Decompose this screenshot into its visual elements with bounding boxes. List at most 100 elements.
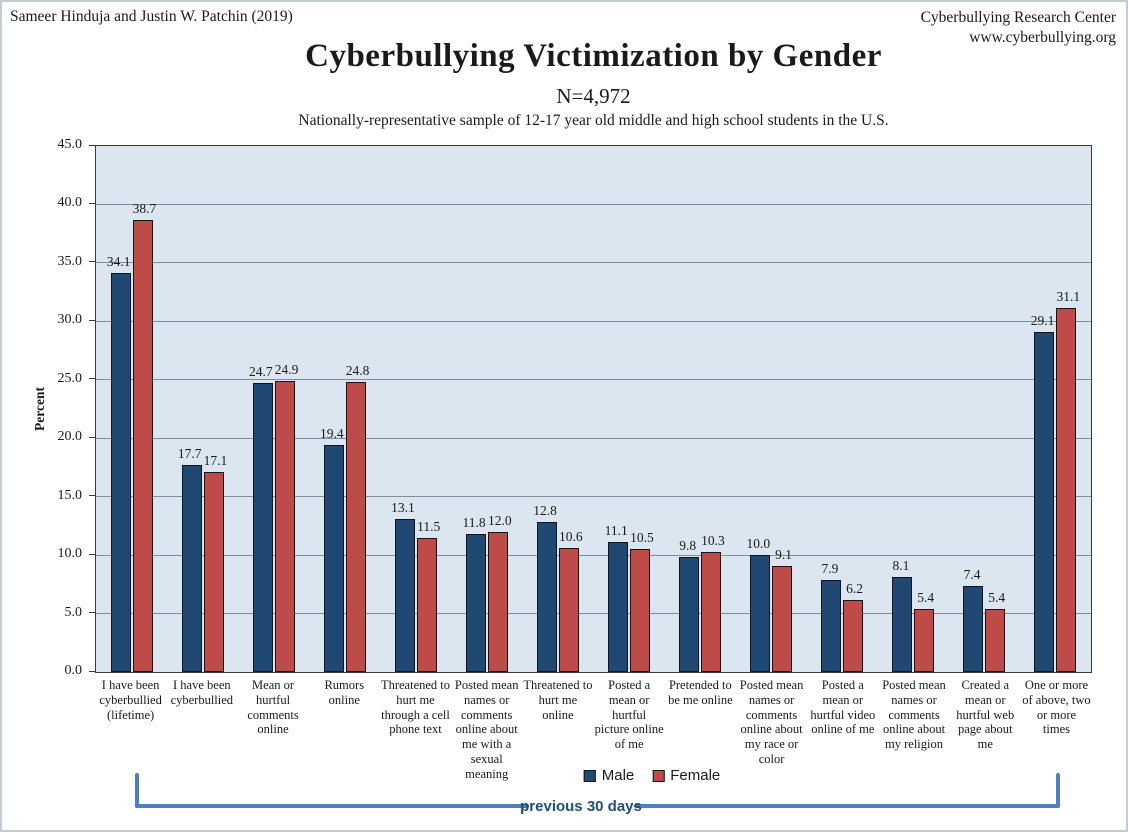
previous-30-days-bracket-line-left: [135, 804, 529, 808]
previous-30-days-bracket-line-right: [634, 804, 1060, 808]
y-tick-label: 30.0: [57, 312, 83, 328]
female-bar-value-label: 6.2: [846, 580, 864, 596]
female-bar-value-label: 10.6: [559, 529, 583, 545]
category-column: 17.7 17.1: [167, 146, 238, 672]
female-bar: [1056, 308, 1077, 672]
category-column: 34.1 38.7: [96, 146, 167, 672]
y-tick-mark: [89, 144, 95, 146]
y-tick-mark: [89, 202, 95, 204]
category-column: 19.4 24.8: [309, 146, 380, 672]
category-label: Created a mean or hurtful web page about…: [956, 678, 1015, 751]
male-bar: [110, 273, 131, 672]
category-label: Mean or hurtful comments online: [247, 678, 299, 737]
male-bar-value-label: 11.1: [604, 523, 628, 539]
female-bar: [843, 599, 864, 672]
chart-subtitle: Nationally-representative sample of 12-1…: [298, 112, 889, 129]
female-bar-value-label: 24.9: [274, 361, 299, 377]
male-bar: [465, 534, 486, 672]
y-tick-label: 45.0: [57, 137, 83, 152]
legend-label: Female: [670, 767, 721, 784]
male-bar: [1034, 331, 1055, 672]
category-column: 8.1 5.4: [878, 146, 949, 672]
female-bar: [416, 537, 437, 672]
female-bar-value-label: 5.4: [917, 589, 935, 605]
male-bar-value-label: 7.9: [821, 560, 839, 576]
male-bar-value-label: 29.1: [1030, 312, 1055, 328]
chart-title: Cyberbullying Victimization by Gender: [305, 38, 882, 74]
male-bar: [750, 555, 771, 672]
org-url: www.cyberbullying.org: [969, 29, 1116, 47]
y-tick-label: 25.0: [57, 370, 83, 386]
female-bar-value-label: 11.5: [417, 518, 441, 534]
previous-30-days-bracket-tick-left: [135, 773, 139, 808]
category-column: 7.9 6.2: [807, 146, 878, 672]
legend-item-male: Male: [583, 767, 634, 784]
y-tick-mark: [89, 670, 95, 672]
y-tick-label: 20.0: [57, 429, 83, 445]
female-bar: [203, 472, 224, 672]
y-tick-mark: [89, 553, 95, 555]
female-bar-value-label: 31.1: [1056, 289, 1081, 305]
category-label: Threatened to hurt me through a cell pho…: [380, 678, 451, 737]
female-bar: [487, 531, 508, 672]
male-bar: [536, 522, 557, 672]
gridline: [96, 437, 1091, 439]
male-bar: [892, 577, 913, 672]
female-bar-value-label: 17.1: [203, 453, 228, 469]
category-column: 7.4 5.4: [949, 146, 1020, 672]
previous-30-days-bracket-tick-right: [1056, 773, 1060, 808]
male-bar: [252, 383, 273, 672]
female-bar-value-label: 9.1: [775, 546, 792, 562]
legend-item-female: Female: [652, 767, 720, 784]
y-tick-mark: [89, 261, 95, 263]
male-bar-value-label: 12.8: [533, 503, 557, 519]
y-tick-label: 0.0: [64, 663, 83, 678]
gridline: [96, 496, 1091, 498]
female-bar-value-label: 24.8: [345, 363, 370, 379]
female-bar-value-label: 10.3: [701, 532, 725, 548]
female-bar: [985, 608, 1006, 672]
female-bar: [345, 382, 366, 672]
category-label: I have been cyberbullied: [170, 678, 234, 707]
male-bar-value-label: 24.7: [248, 364, 273, 380]
category-label: Posted mean names or comments online abo…: [739, 678, 804, 766]
male-bar: [608, 542, 629, 672]
gridline: [96, 320, 1091, 322]
male-bar: [394, 518, 415, 672]
female-bar: [274, 380, 295, 672]
y-tick-label: 10.0: [57, 546, 83, 562]
category-column: 29.1 31.1: [1020, 146, 1091, 672]
credit-text: Sameer Hinduja and Justin W. Patchin (20…: [10, 8, 293, 25]
female-bar: [132, 219, 153, 672]
category-column: 11.8 12.0: [451, 146, 522, 672]
gridline: [96, 379, 1091, 381]
y-tick-mark: [89, 612, 95, 614]
male-bar: [181, 465, 202, 672]
category-column: 12.8 10.6: [522, 146, 593, 672]
female-bar: [701, 551, 722, 672]
category-label: Posted mean names or comments online abo…: [454, 678, 519, 781]
male-bar: [963, 585, 984, 672]
category-label: Rumors online: [324, 678, 365, 707]
male-bar-value-label: 9.8: [679, 538, 697, 554]
male-swatch: [583, 769, 596, 782]
female-bar-value-label: 10.5: [630, 530, 654, 546]
male-bar: [323, 445, 344, 672]
category-label: I have been cyberbullied (lifetime): [99, 678, 162, 722]
gridline: [96, 554, 1091, 556]
category-column: 24.7 24.9: [238, 146, 309, 672]
female-bar: [630, 549, 651, 672]
male-bar-value-label: 10.0: [746, 536, 771, 552]
y-tick-mark: [89, 495, 95, 497]
plot-area: 34.1 38.7 17.7 17.1 24.7 24.9 19.4 24.8 13.1 11.5…: [95, 145, 1092, 673]
org-name: Cyberbullying Research Center: [920, 9, 1116, 26]
y-tick-mark: [89, 436, 95, 438]
category-column: 11.1 10.5: [594, 146, 665, 672]
male-bar-value-label: 13.1: [391, 499, 415, 515]
gridline: [96, 262, 1091, 264]
y-tick-mark: [89, 319, 95, 321]
female-bar-value-label: 12.0: [487, 512, 512, 528]
category-column: 9.8 10.3: [665, 146, 736, 672]
male-bar-value-label: 19.4: [320, 426, 344, 442]
male-bar-value-label: 8.1: [892, 558, 910, 574]
